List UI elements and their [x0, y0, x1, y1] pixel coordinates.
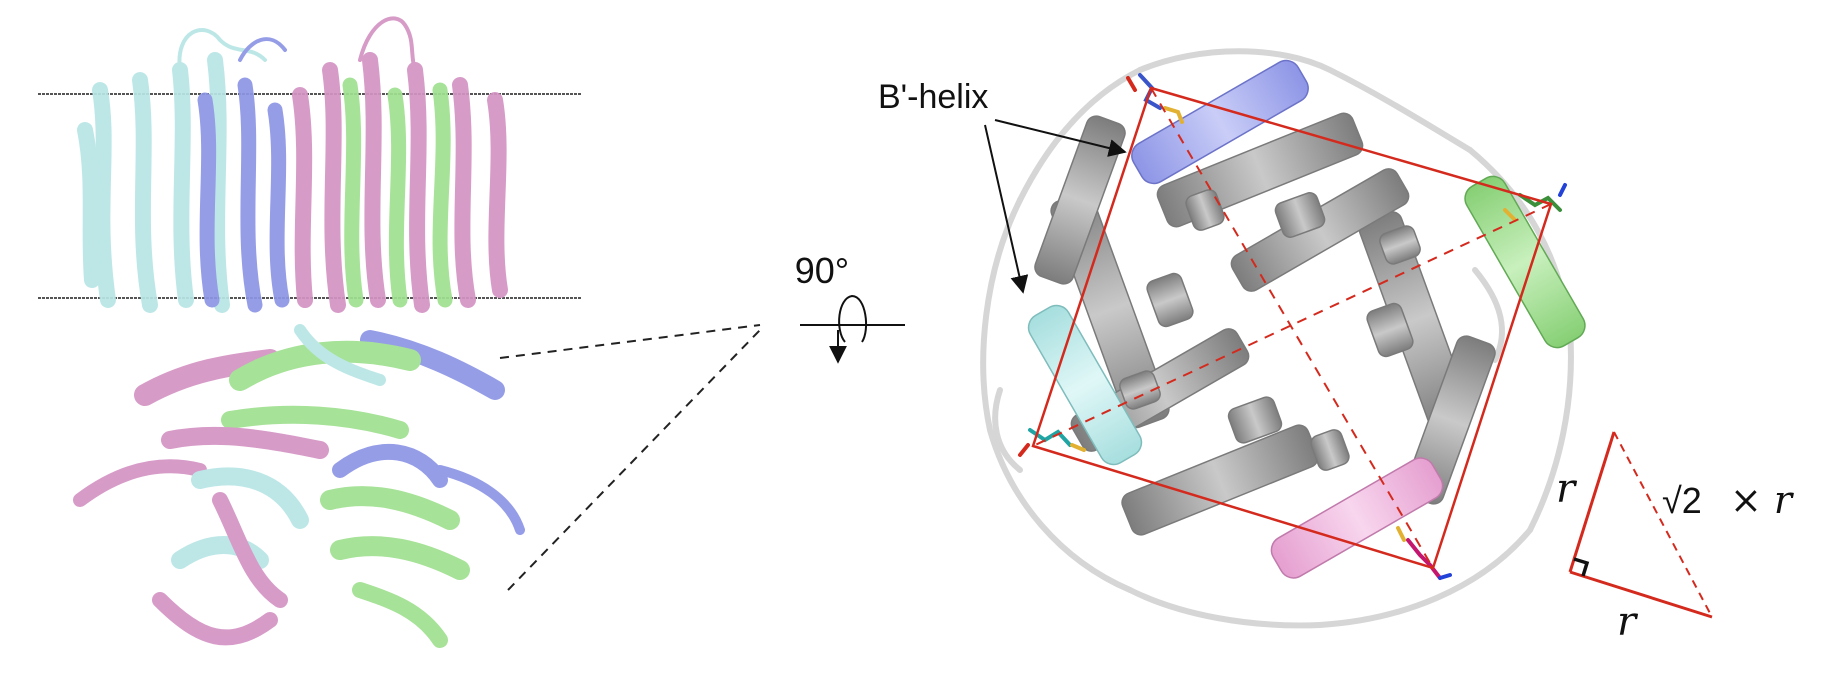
times-r-label: × r [1730, 478, 1795, 522]
triangle-side-horizontal [1569, 570, 1713, 619]
top-view-structure: B'-helix [878, 48, 1586, 629]
triangle-side-vertical [1568, 431, 1616, 573]
projection-line-upper [499, 324, 761, 359]
helix-cylinders-gray [1034, 112, 1496, 536]
side-r-vertical-label: r [1556, 466, 1578, 512]
side-r-horizontal-label: r [1617, 599, 1639, 645]
right-angle-marker [1573, 557, 1590, 577]
transmembrane-domain [77, 16, 508, 313]
rotation-label: 90° [795, 250, 849, 291]
b-prime-helix-blue [1131, 59, 1309, 185]
ligand-sticks [1018, 73, 1567, 580]
label-arrow-cyan [984, 124, 1029, 294]
b-prime-helix-pink [1270, 457, 1444, 579]
cytoplasmic-domain [73, 324, 525, 648]
projection-line-lower [507, 329, 761, 591]
b-prime-helix-cyan [1027, 304, 1143, 466]
b-prime-helix-label: B'-helix [878, 78, 988, 116]
square-diagonal-2 [1032, 203, 1552, 447]
geometry-triangle: r r √2 × r [1556, 431, 1795, 645]
label-arrow-blue [994, 119, 1127, 157]
sqrt2-label: √2 [1662, 480, 1702, 521]
symmetry-square [1031, 86, 1553, 570]
rotation-arrow-icon [838, 294, 868, 343]
triangle-hypotenuse [1613, 431, 1713, 618]
square-diagonal-1 [1150, 87, 1434, 569]
rotation-indicator: 90° [795, 250, 905, 364]
side-view-structure [38, 16, 761, 648]
